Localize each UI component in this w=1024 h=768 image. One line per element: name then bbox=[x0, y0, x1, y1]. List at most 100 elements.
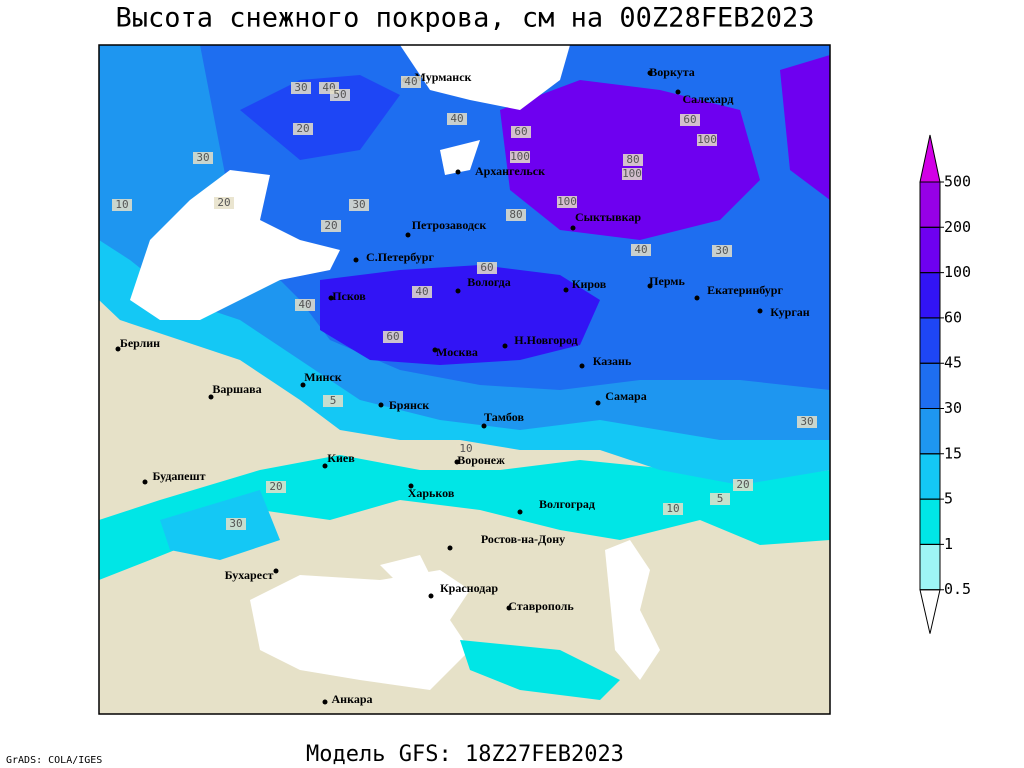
snow-purple-east bbox=[780, 55, 830, 200]
credit: GrADS: COLA/IGES bbox=[6, 755, 102, 766]
sea-barents bbox=[400, 45, 570, 110]
city-dot bbox=[481, 423, 487, 429]
city-label: Курган bbox=[770, 305, 810, 319]
contour-label-box bbox=[447, 113, 467, 125]
contour-label-box bbox=[383, 331, 403, 343]
snow-scandinavia bbox=[240, 75, 400, 160]
contour-label: 40 bbox=[404, 75, 417, 88]
city-dot bbox=[208, 394, 214, 400]
city-label: Тамбов bbox=[484, 410, 524, 424]
contour-label: 10 bbox=[666, 502, 679, 515]
city-dot bbox=[647, 283, 653, 289]
contour-label: 30 bbox=[294, 81, 307, 94]
city-dot bbox=[273, 568, 279, 574]
city-dot bbox=[115, 346, 121, 352]
contour-label: 100 bbox=[622, 167, 642, 180]
city-dot bbox=[595, 400, 601, 406]
city-label: Воркута bbox=[649, 65, 694, 79]
sea-caspian bbox=[605, 540, 660, 680]
contour-label-box bbox=[401, 76, 421, 88]
legend-label: 200 bbox=[944, 218, 971, 236]
city-dot bbox=[300, 382, 306, 388]
city-label: Краснодар bbox=[440, 581, 498, 595]
legend-label: 15 bbox=[944, 444, 962, 462]
sea-white bbox=[440, 140, 480, 175]
city-label: Сыктывкар bbox=[575, 210, 641, 224]
city-label: Псков bbox=[332, 289, 366, 303]
city-label: Берлин bbox=[120, 336, 160, 350]
city-dot bbox=[322, 463, 328, 469]
contour-label-box bbox=[510, 151, 530, 163]
contour-label-box bbox=[412, 286, 432, 298]
contour-label: 40 bbox=[450, 112, 463, 125]
city-label: Архангельск bbox=[475, 164, 545, 178]
city-dot bbox=[353, 257, 359, 263]
contour-label-box bbox=[349, 199, 369, 211]
city-label: Минск bbox=[304, 370, 341, 384]
sea-azov bbox=[380, 555, 430, 580]
city-dot bbox=[647, 70, 653, 76]
contour-label-box bbox=[477, 262, 497, 274]
legend-label: 30 bbox=[944, 399, 962, 417]
contour-label-box bbox=[733, 479, 753, 491]
contour-label: 30 bbox=[229, 517, 242, 530]
contour-label-box bbox=[631, 244, 651, 256]
legend-swatch bbox=[919, 543, 941, 591]
contour-label-box bbox=[112, 199, 132, 211]
legend-swatch bbox=[919, 498, 941, 545]
contour-label-box bbox=[323, 395, 343, 407]
contour-label: 30 bbox=[352, 198, 365, 211]
contour-label: 10 bbox=[115, 198, 128, 211]
city-dot bbox=[675, 89, 681, 95]
contour-label-box bbox=[226, 518, 246, 530]
city-label: Анкара bbox=[332, 692, 373, 706]
contour-label-box bbox=[697, 134, 717, 146]
model-caption: Модель GFS: 18Z27FEB2023 bbox=[306, 742, 624, 767]
city-dot bbox=[405, 232, 411, 238]
contour-label: 20 bbox=[736, 478, 749, 491]
city-dot bbox=[328, 295, 334, 301]
map-area bbox=[99, 45, 830, 714]
city-label: Бухарест bbox=[225, 568, 274, 582]
city-dot bbox=[322, 699, 328, 705]
contour-label-box bbox=[511, 126, 531, 138]
legend-bottom-tip bbox=[919, 589, 941, 634]
city-label: Мурманск bbox=[415, 70, 472, 84]
contour-label: 50 bbox=[333, 88, 346, 101]
city-dot bbox=[579, 363, 585, 369]
contour-label: 60 bbox=[480, 261, 493, 274]
city-label: Екатеринбург bbox=[707, 283, 783, 297]
city-label: Москва bbox=[436, 345, 478, 359]
contour-label-box bbox=[506, 209, 526, 221]
sea-baltic bbox=[130, 170, 340, 320]
contour-label-box bbox=[557, 196, 577, 208]
city-dot bbox=[517, 509, 523, 515]
legend-swatch bbox=[919, 453, 941, 500]
city-label: Ростов-на-Дону bbox=[481, 532, 565, 546]
contour-label-box bbox=[214, 197, 234, 209]
city-label: Ставрополь bbox=[508, 599, 574, 613]
contour-label: 30 bbox=[715, 244, 728, 257]
contour-label: 60 bbox=[386, 330, 399, 343]
city-label: Казань bbox=[593, 354, 632, 368]
legend-label: 5 bbox=[944, 490, 953, 508]
city-dot bbox=[563, 287, 569, 293]
legend-label: 60 bbox=[944, 308, 962, 326]
contour-label-box bbox=[797, 416, 817, 428]
city-label: Самара bbox=[605, 389, 646, 403]
city-dot bbox=[502, 343, 508, 349]
contour-label: 40 bbox=[298, 298, 311, 311]
city-dot bbox=[408, 483, 414, 489]
city-label: Варшава bbox=[212, 382, 261, 396]
contour-label: 60 bbox=[514, 125, 527, 138]
city-label: Салехард bbox=[682, 92, 733, 106]
city-dot bbox=[694, 295, 700, 301]
city-layer: Мурманск Воркута Салехард Архангельск Сыктыв… bbox=[115, 65, 810, 706]
city-label: Будапешт bbox=[152, 469, 205, 483]
contour-label-box bbox=[321, 220, 341, 232]
legend-label: 500 bbox=[944, 173, 971, 191]
legend-label: 45 bbox=[944, 354, 962, 372]
contour-label: 60 bbox=[683, 113, 696, 126]
